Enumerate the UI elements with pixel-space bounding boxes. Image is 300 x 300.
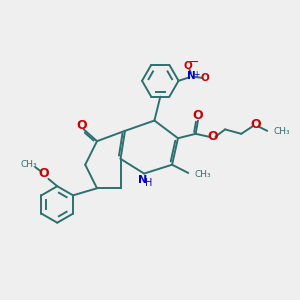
Text: CH₃: CH₃ bbox=[274, 127, 290, 136]
Text: CH₃: CH₃ bbox=[195, 170, 212, 179]
Text: −: − bbox=[188, 56, 199, 69]
Text: H: H bbox=[145, 178, 152, 188]
Text: O: O bbox=[39, 167, 49, 180]
Text: O: O bbox=[207, 130, 218, 143]
Text: O: O bbox=[201, 73, 209, 83]
Text: N: N bbox=[188, 71, 196, 81]
Text: O: O bbox=[76, 119, 87, 132]
Text: O: O bbox=[184, 61, 193, 71]
Text: CH₃: CH₃ bbox=[21, 160, 38, 169]
Text: +: + bbox=[193, 70, 200, 79]
Text: O: O bbox=[250, 118, 261, 131]
Text: N: N bbox=[138, 175, 147, 185]
Text: O: O bbox=[193, 109, 203, 122]
